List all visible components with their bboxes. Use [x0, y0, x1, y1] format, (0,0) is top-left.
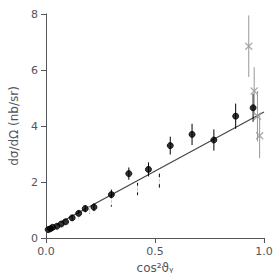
- svg-text:8: 8: [31, 8, 38, 21]
- svg-text:0: 0: [31, 232, 38, 245]
- svg-text:0.0: 0.0: [37, 245, 55, 258]
- svg-text:cos²ϑᵧ: cos²ϑᵧ: [137, 261, 174, 275]
- svg-text:0.5: 0.5: [146, 245, 164, 258]
- svg-text:4: 4: [31, 120, 38, 133]
- svg-text:1.0: 1.0: [255, 245, 273, 258]
- svg-text:6: 6: [31, 64, 38, 77]
- svg-text:dσ/dΩ (nb/sr): dσ/dΩ (nb/sr): [7, 86, 21, 166]
- svg-text:2: 2: [31, 176, 38, 189]
